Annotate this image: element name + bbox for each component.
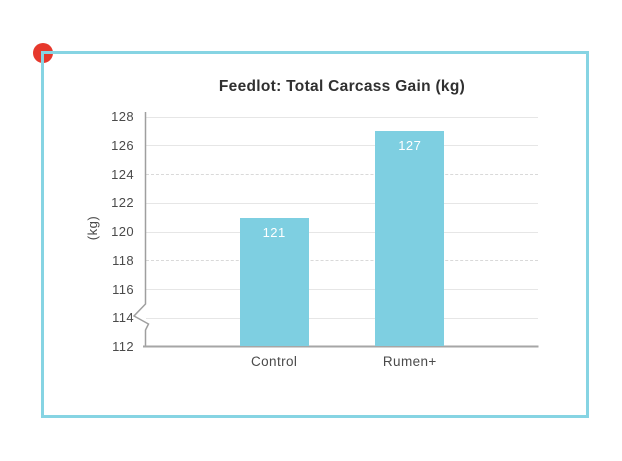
gridline-118 (146, 260, 538, 262)
gridline-122 (146, 202, 538, 204)
y-tick-label-124: 124 (111, 166, 134, 182)
x-axis-label-rumen: Rumen+ (382, 354, 437, 369)
bar-value-label-rumen: 127 (398, 138, 422, 154)
gridline-116 (146, 289, 538, 290)
y-tick-label-122: 122 (111, 195, 134, 211)
y-tick-label-118: 118 (112, 252, 134, 268)
chart-border-frame (41, 51, 589, 418)
chart-title: Feedlot: Total Carcass Gain (kg) (218, 78, 466, 95)
bar-control (239, 217, 309, 346)
gridline-120 (146, 231, 538, 233)
y-tick-label-126: 126 (111, 137, 134, 153)
y-tick-label-128: 128 (111, 109, 134, 124)
gridline-126 (146, 145, 538, 147)
y-tick-label-114: 114 (112, 310, 134, 326)
y-axis-line-with-break-icon (132, 112, 150, 346)
bar-value-label-control: 121 (262, 224, 286, 240)
y-tick-label-112: 112 (112, 339, 134, 354)
gridline-124 (146, 174, 538, 175)
y-axis-unit-label: (kg) (85, 215, 100, 241)
bar-rumen (375, 131, 445, 346)
gridline-128 (146, 116, 538, 118)
y-tick-label-116: 116 (112, 281, 134, 297)
gridline-114 (146, 317, 538, 319)
y-tick-label-120: 120 (111, 224, 134, 239)
x-axis-label-control: Control (251, 354, 298, 369)
